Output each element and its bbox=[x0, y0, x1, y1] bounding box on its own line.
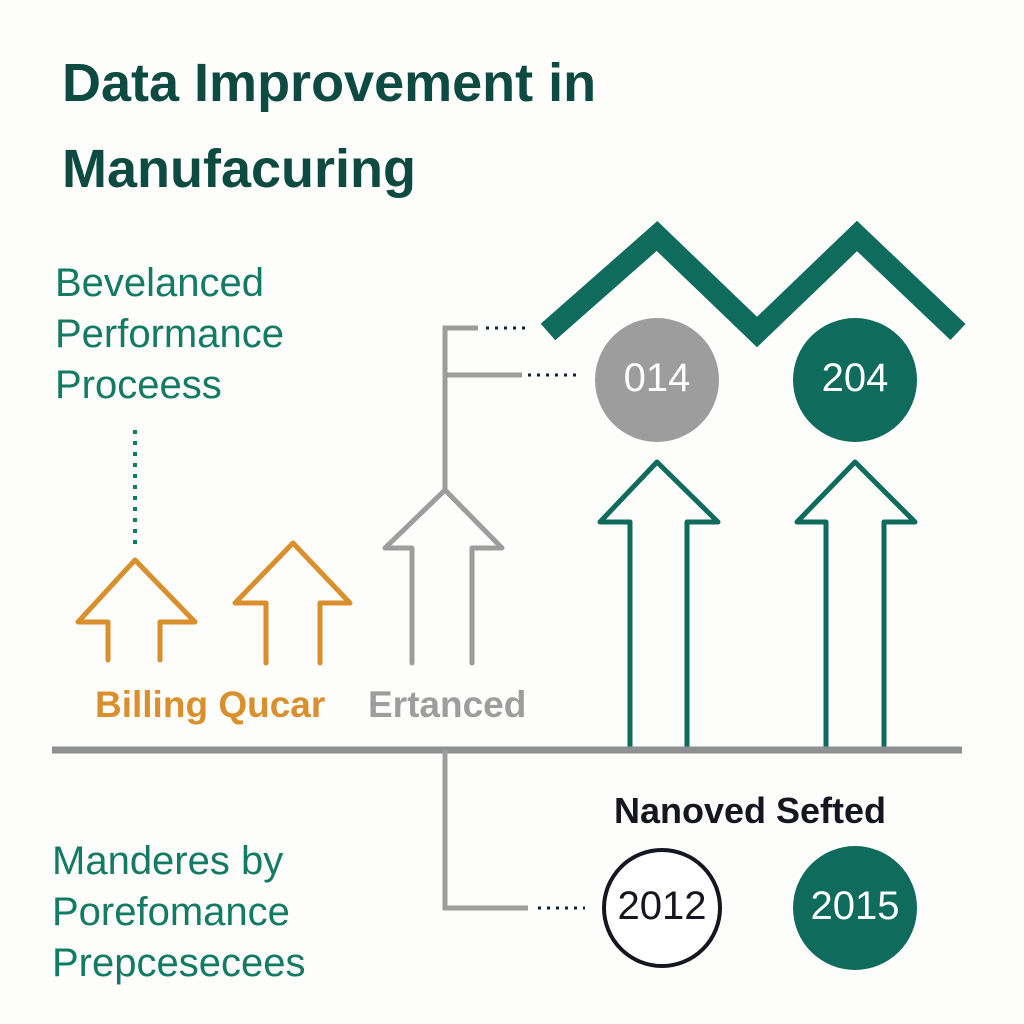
circle-2015-label: 2015 bbox=[810, 884, 900, 928]
teal-arrow-2 bbox=[794, 459, 918, 748]
orange-arrow-label: Billing Qucar bbox=[95, 684, 326, 725]
top-text-line: Proceess bbox=[55, 363, 222, 407]
bottom-connector bbox=[442, 750, 528, 911]
top-text-line: Bevelanced bbox=[55, 261, 265, 305]
zigzag-trend-line bbox=[540, 220, 966, 348]
page-title: Data Improvement in Manufacuring bbox=[62, 40, 596, 212]
circle-204-label: 204 bbox=[821, 356, 889, 400]
orange-arrow-1 bbox=[75, 557, 198, 663]
circle-014 bbox=[595, 318, 719, 442]
bottom-description: Manderes by Porefomance Prepcesecees bbox=[52, 836, 305, 989]
circle-2015 bbox=[793, 846, 917, 970]
circle-014-label: 014 bbox=[623, 356, 691, 400]
title-line-2: Manufacuring bbox=[62, 139, 417, 199]
circle-204 bbox=[793, 318, 917, 442]
orange-arrow-2 bbox=[232, 540, 353, 666]
teal-arrow-1 bbox=[597, 459, 721, 748]
gray-arrow bbox=[382, 487, 505, 666]
circle-2012-label: 2012 bbox=[617, 884, 707, 928]
title-line-1: Data Improvement in bbox=[62, 53, 597, 113]
gray-arrow-label: Ertanced bbox=[368, 684, 527, 725]
bottom-heading: Nanoved Sefted bbox=[613, 790, 887, 831]
gray-connector bbox=[442, 325, 522, 490]
circle-2012 bbox=[602, 848, 722, 968]
top-description: Bevelanced Performance Proceess bbox=[55, 258, 284, 411]
top-text-line: Performance bbox=[55, 312, 284, 356]
bottom-text-line: Prepcesecees bbox=[52, 941, 306, 985]
bottom-text-line: Manderes by bbox=[52, 839, 284, 883]
bottom-text-line: Porefomance bbox=[52, 890, 290, 934]
